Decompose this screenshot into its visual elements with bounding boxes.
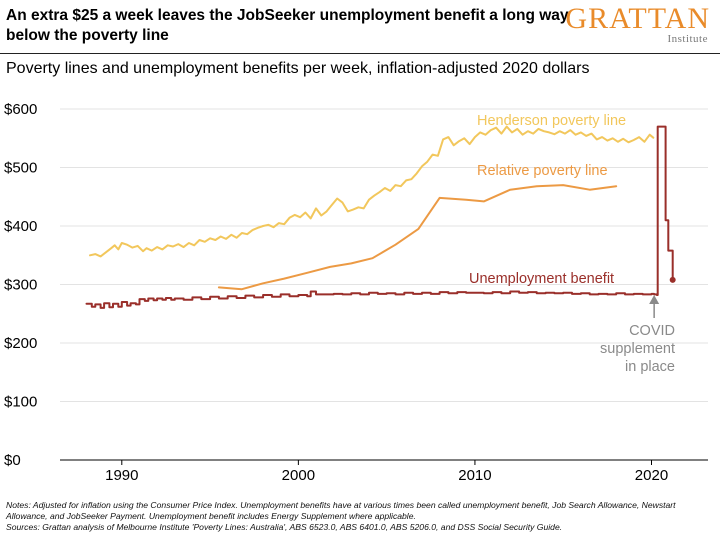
covid-label: COVID supplement in place [600,323,675,375]
logo-subtext: Institute [667,33,708,45]
covid-label-line: supplement [600,341,675,357]
chart-title: An extra $25 a week leaves the JobSeeker… [6,7,569,44]
y-gridlines [60,108,708,402]
henderson-poverty-line-line [89,125,655,258]
covid-label-line: in place [625,359,675,375]
x-tick-label: 2020 [635,467,668,484]
y-tick-label: $100 [4,394,37,411]
henderson-label: Henderson poverty line [477,113,626,129]
y-tick-label: $500 [4,160,37,177]
x-tick-label: 1990 [105,467,138,484]
relative-label: Relative poverty line [477,163,608,179]
covid-label-line: COVID [629,323,675,339]
chart-subtitle: Poverty lines and unemployment benefits … [6,60,590,77]
x-tick-label: 2010 [458,467,491,484]
x-axis: 1990 2000 2010 2020 [60,459,708,484]
series-labels: Henderson poverty line Relative poverty l… [469,113,675,375]
sources-text: Sources: Grattan analysis of Melbourne I… [6,522,563,532]
grattan-logo: GRATTAN Institute [565,2,710,46]
unemployment-label: Unemployment benefit [469,271,614,287]
y-tick-label: $300 [4,277,37,294]
unemployment-benefit-line [85,125,674,309]
chart-notes: Notes: Adjusted for inflation using the … [6,500,714,533]
logo-wordmark: GRATTAN [565,2,710,35]
relative-poverty-line-line [217,184,618,291]
header-divider [0,53,720,54]
covid-arrow-head [649,295,660,304]
y-tick-label: $600 [4,101,37,118]
y-tick-label: $200 [4,335,37,352]
y-tick-label: $400 [4,218,37,235]
y-tick-label: $0 [4,452,21,469]
notes-text: Notes: Adjusted for inflation using the … [6,500,676,521]
x-tick-label: 2000 [282,467,315,484]
unemployment-endpoint [669,276,676,283]
y-axis-ticks: $0 $100 $200 $300 $400 $500 $600 [4,101,37,469]
series-lines [85,125,676,309]
